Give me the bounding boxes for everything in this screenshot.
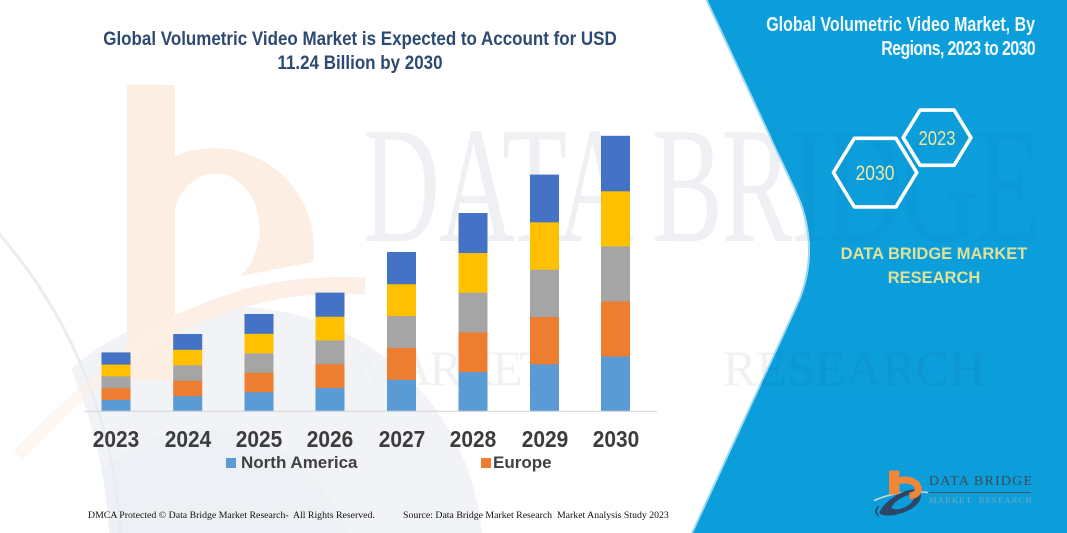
svg-text:MARKET: MARKET bbox=[355, 340, 550, 396]
svg-text:2023: 2023 bbox=[919, 128, 956, 150]
svg-text:RESEARCH: RESEARCH bbox=[723, 340, 985, 396]
svg-text:2030: 2030 bbox=[856, 161, 895, 185]
